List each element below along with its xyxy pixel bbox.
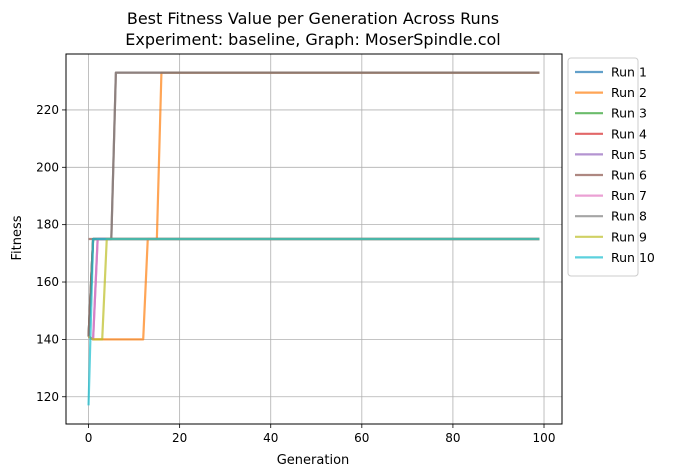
series-line-run-8	[87, 71, 540, 337]
y-tick-label: 200	[36, 160, 59, 174]
y-tick-label: 220	[36, 103, 59, 117]
series-line-run-1	[87, 237, 540, 337]
legend-entry-label: Run 5	[611, 147, 647, 162]
legend-entry-label: Run 8	[611, 209, 647, 224]
x-tick-label: 100	[533, 431, 556, 445]
chart-title-line-1: Best Fitness Value per Generation Across…	[127, 9, 499, 28]
series-line-run-10	[87, 237, 540, 406]
y-tick-label: 120	[36, 390, 59, 404]
series-line-run-2	[87, 71, 540, 341]
chart-title-line-2: Experiment: baseline, Graph: MoserSpindl…	[125, 30, 500, 49]
legend-entry-label: Run 2	[611, 85, 647, 100]
series-line-run-9	[87, 237, 540, 341]
plot-area	[65, 53, 563, 425]
axis-ticks: 0 20 40 60 80 100 120 140 160 180 200 220	[36, 103, 555, 445]
y-tick-label: 180	[36, 218, 59, 232]
x-tick-label: 80	[445, 431, 460, 445]
legend-entry-label: Run 9	[611, 229, 647, 244]
series-line-run-4	[87, 237, 540, 337]
x-tick-label: 60	[354, 431, 369, 445]
chart-title: Best Fitness Value per Generation Across…	[125, 9, 500, 49]
y-tick-label: 140	[36, 332, 59, 346]
x-tick-label: 40	[263, 431, 278, 445]
legend-entry-label: Run 7	[611, 188, 647, 203]
series-line-run-7	[87, 237, 540, 341]
legend-entry-label: Run 1	[611, 65, 647, 80]
legend-entry-label: Run 4	[611, 126, 647, 141]
series-line-run-3	[87, 237, 540, 337]
x-tick-label: 0	[85, 431, 93, 445]
legend: Run 1 Run 2 Run 3 Run 4 Run 5 Run 6 Run 7 Run 8…	[567, 57, 655, 277]
series-lines	[87, 71, 540, 406]
x-tick-label: 20	[172, 431, 187, 445]
series-line-run-5	[87, 237, 540, 341]
series-line-run-6	[88, 71, 540, 241]
y-tick-label: 160	[36, 275, 59, 289]
legend-entry-label: Run 6	[611, 168, 647, 183]
legend-entry-label: Run 3	[611, 106, 647, 121]
y-axis-label: Fitness	[10, 215, 25, 260]
legend-entry-label: Run 10	[611, 250, 655, 265]
x-axis-label: Generation	[277, 453, 350, 468]
